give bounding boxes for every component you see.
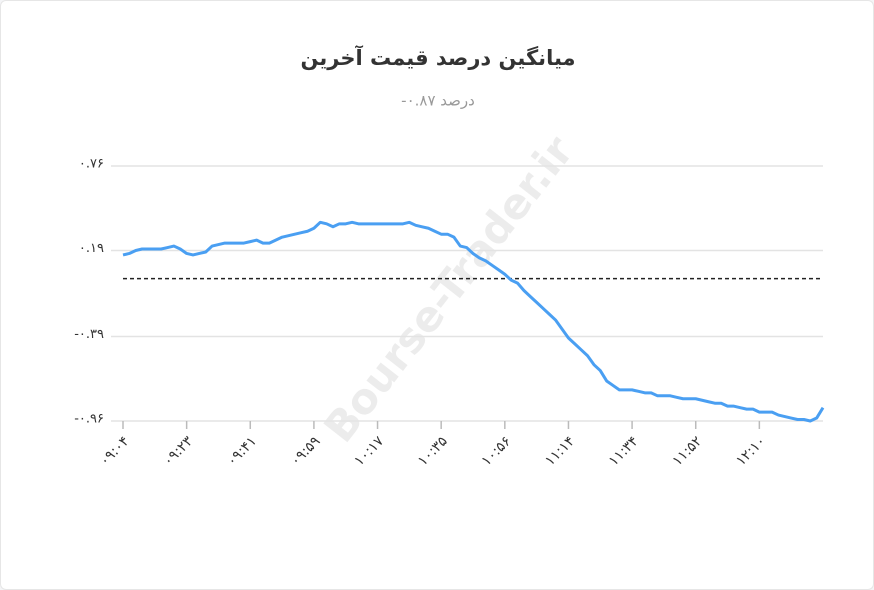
x-tick-label: ۰۹:۲۳	[160, 433, 196, 469]
y-tick-label: -۰.۳۹	[74, 327, 104, 342]
watermark: Bourse-Trader.ir	[314, 127, 583, 452]
x-tick-label: ۱۱:۱۴	[542, 433, 578, 469]
chart-title: میانگین درصد قیمت آخرین	[300, 45, 575, 70]
y-tick-label: ۰.۷۶	[79, 157, 104, 172]
chart-subtitle: -۰.۸۷ درصد	[401, 92, 475, 110]
y-tick-label: ۰.۱۹	[79, 241, 104, 256]
x-tick-label: ۱۱:۵۲	[669, 433, 705, 469]
x-tick-label: ۰۹:۴۱	[224, 433, 260, 469]
x-tick-label: ۰۹:۵۹	[288, 433, 324, 469]
series-line	[122, 220, 825, 423]
x-tick-label: ۱۲:۱۰	[733, 433, 769, 469]
x-tick-label: ۱۱:۳۴	[606, 433, 642, 469]
y-tick-label: -۰.۹۶	[74, 412, 104, 427]
x-tick-label: ۱۰:۳۵	[415, 433, 451, 469]
x-tick-label: ۱۰:۵۶	[479, 433, 515, 469]
x-tick-label: ۰۹:۰۴	[97, 433, 133, 469]
